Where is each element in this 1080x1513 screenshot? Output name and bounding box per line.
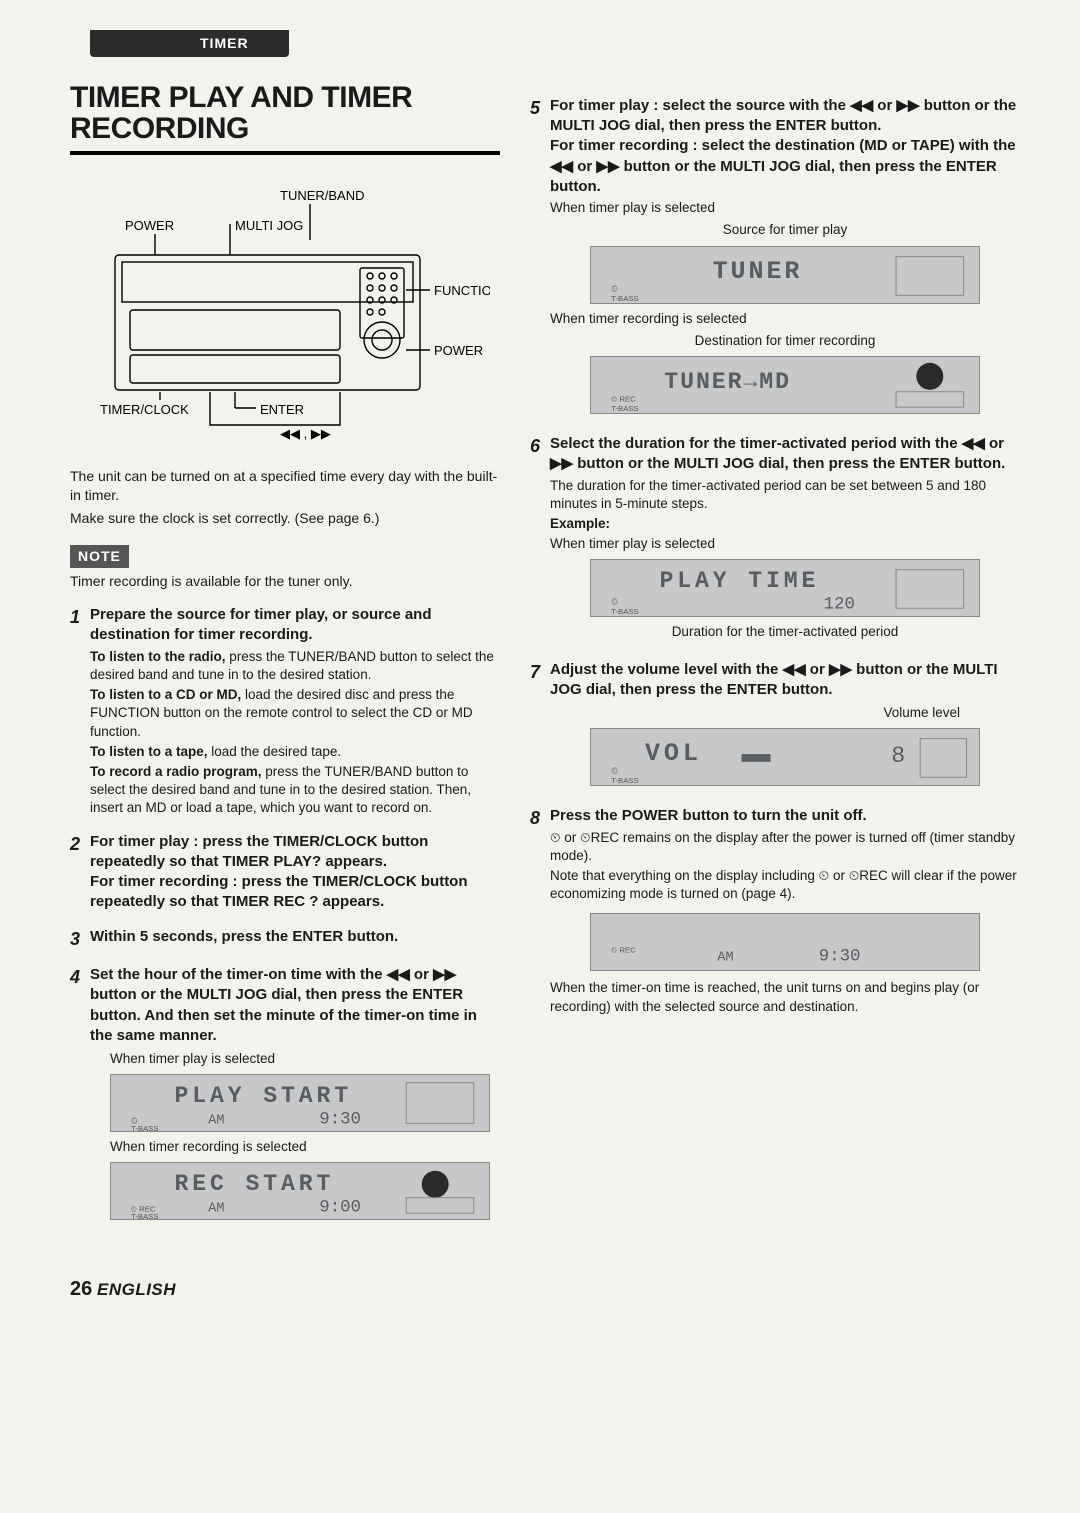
step-number: 4 [70, 965, 90, 1226]
svg-text:T-BASS: T-BASS [131, 1212, 158, 1220]
svg-text:9:30: 9:30 [819, 948, 861, 967]
step-heading: Set the hour of the timer-on time with t… [90, 965, 500, 1046]
lcd-standby: ⏲ REC AM 9:30 [590, 913, 980, 971]
step-heading: Within 5 seconds, press the ENTER button… [90, 927, 500, 947]
step-5: 5 For timer play : select the source wit… [530, 96, 1020, 420]
svg-text:T-BASS: T-BASS [131, 1124, 158, 1132]
title-line1: TIMER PLAY AND TIMER [70, 81, 412, 114]
left-column: TIMER PLAY AND TIMER RECORDING .dl { fon… [70, 82, 500, 1227]
s5-cap0: When timer play is selected [550, 199, 1020, 217]
lcd-caption: Duration for the timer-activated period [550, 623, 1020, 641]
svg-text:8: 8 [891, 743, 905, 769]
step-1: 1 Prepare the source for timer play, or … [70, 605, 500, 817]
page-number: 26 [70, 1278, 92, 1300]
svg-text:REC START: REC START [174, 1171, 334, 1197]
lcd-rec-start: REC START ⏲ REC T-BASS AM 9:00 [110, 1162, 490, 1220]
svg-text:TUNER: TUNER [713, 256, 803, 285]
intro-1: The unit can be turned on at a specified… [70, 467, 500, 505]
step-heading: Prepare the source for timer play, or so… [90, 605, 500, 646]
lcd-play-time: PLAY TIME ⏲ T-BASS 120 [590, 559, 980, 617]
page-title: TIMER PLAY AND TIMER RECORDING [70, 82, 500, 145]
page-lang: ENGLISH [97, 1280, 176, 1299]
svg-text:120: 120 [824, 596, 855, 615]
svg-text:⏲: ⏲ [611, 597, 618, 607]
svg-text:AM: AM [717, 951, 733, 966]
s8-sub1: ⏲ or ⏲REC remains on the display after t… [550, 829, 1020, 865]
step-number: 1 [70, 605, 90, 817]
step-number: 6 [530, 434, 550, 646]
s6-sub1: The duration for the timer-activated per… [550, 477, 1020, 513]
lcd-caption: When timer play is selected [110, 1050, 500, 1068]
step-6: 6 Select the duration for the timer-acti… [530, 434, 1020, 646]
step-number: 3 [70, 927, 90, 951]
step-2: 2 For timer play : press the TIMER/CLOCK… [70, 832, 500, 913]
step-number: 2 [70, 832, 90, 913]
s1-b3-lead: To listen to a tape, [90, 744, 208, 759]
device-diagram: .dl { font: 13px Arial; fill:#000; } .ds… [70, 180, 500, 455]
lcd-caption: Volume level [570, 704, 960, 722]
svg-text:PLAY TIME: PLAY TIME [659, 568, 819, 594]
svg-text:AM: AM [208, 1202, 224, 1217]
svg-text:T-BASS: T-BASS [611, 776, 638, 785]
svg-text:PLAY START: PLAY START [174, 1083, 352, 1109]
lcd-tuner-md: TUNER→MD ⏲ REC T-BASS [590, 356, 980, 414]
lcd-tuner: TUNER ⏲ T-BASS [590, 246, 980, 304]
label-enter: ENTER [260, 402, 304, 417]
lcd-caption: Destination for timer recording [550, 332, 1020, 350]
lcd-vol: VOL ⏲ T-BASS 8 [590, 728, 980, 786]
right-column: 5 For timer play : select the source wit… [530, 82, 1020, 1227]
label-power-right: POWER [434, 343, 483, 358]
step-7: 7 Adjust the volume level with the ◀◀ or… [530, 660, 1020, 793]
s5-cap2: When timer recording is selected [550, 310, 1020, 328]
label-power-top: POWER [125, 218, 174, 233]
step-4: 4 Set the hour of the timer-on time with… [70, 965, 500, 1226]
section-tab: TIMER [90, 30, 289, 57]
svg-text:⏲ REC: ⏲ REC [611, 946, 636, 955]
label-timer-clock: TIMER/CLOCK [100, 402, 189, 417]
label-function: FUNCTION [434, 283, 490, 298]
note-text: Timer recording is available for the tun… [70, 572, 500, 591]
lcd-play-start: PLAY START ⏲ T-BASS AM 9:30 [110, 1074, 490, 1132]
svg-text:⏲: ⏲ [611, 766, 618, 776]
svg-text:AM: AM [208, 1113, 224, 1128]
title-rule [70, 151, 500, 155]
step-3: 3 Within 5 seconds, press the ENTER butt… [70, 927, 500, 951]
label-multi-jog: MULTI JOG [235, 218, 303, 233]
s6-cap1: When timer play is selected [550, 535, 1020, 553]
svg-text:TUNER→MD: TUNER→MD [664, 369, 791, 395]
step-number: 8 [530, 806, 550, 1016]
svg-text:⏲ REC: ⏲ REC [611, 394, 636, 403]
intro-2: Make sure the clock is set correctly. (S… [70, 509, 500, 528]
s8-tail: When the timer-on time is reached, the u… [550, 979, 1020, 1015]
page-footer: 26 ENGLISH [70, 1276, 1020, 1303]
step-heading: Press the POWER button to turn the unit … [550, 806, 1020, 826]
label-tuner-band: TUNER/BAND [280, 188, 365, 203]
step-heading: For timer play : press the TIMER/CLOCK b… [90, 832, 500, 913]
title-line2: RECORDING [70, 112, 249, 145]
svg-text:9:30: 9:30 [319, 1110, 361, 1129]
svg-text:T-BASS: T-BASS [611, 607, 638, 616]
svg-text:⏲: ⏲ [611, 283, 618, 293]
s1-b3: load the desired tape. [208, 744, 342, 759]
s1-b4-lead: To record a radio program, [90, 764, 262, 779]
s8-sub2: Note that everything on the display incl… [550, 867, 1020, 903]
step-heading: Select the duration for the timer-activa… [550, 434, 1020, 475]
svg-text:VOL: VOL [645, 739, 702, 768]
lcd-caption: Source for timer play [550, 221, 1020, 239]
step-number: 7 [530, 660, 550, 793]
example-label: Example: [550, 516, 610, 531]
svg-text:T-BASS: T-BASS [611, 294, 638, 303]
step-heading: For timer play : select the source with … [550, 96, 1020, 197]
step-8: 8 Press the POWER button to turn the uni… [530, 806, 1020, 1016]
step-number: 5 [530, 96, 550, 420]
label-arrows: ◀◀ , ▶▶ [280, 426, 331, 441]
svg-text:T-BASS: T-BASS [611, 404, 638, 413]
step-heading: Adjust the volume level with the ◀◀ or ▶… [550, 660, 1020, 701]
s1-b1-lead: To listen to the radio, [90, 649, 226, 664]
note-badge: NOTE [70, 545, 129, 568]
s1-b2-lead: To listen to a CD or MD, [90, 687, 241, 702]
lcd-caption: When timer recording is selected [110, 1138, 500, 1156]
svg-text:9:00: 9:00 [319, 1199, 361, 1218]
